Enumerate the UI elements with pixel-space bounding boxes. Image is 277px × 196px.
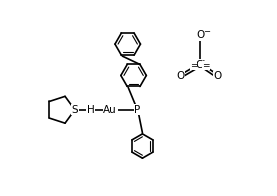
Text: P: P <box>134 105 141 115</box>
Text: H: H <box>87 105 94 115</box>
Text: Cl: Cl <box>195 60 206 70</box>
Text: =: = <box>202 61 210 70</box>
Text: =: = <box>190 61 197 70</box>
Text: Au: Au <box>103 105 117 115</box>
Text: O: O <box>214 71 222 82</box>
Text: O: O <box>196 30 204 40</box>
Text: S: S <box>71 105 78 115</box>
Text: O: O <box>176 71 185 82</box>
Text: −: − <box>204 27 211 36</box>
